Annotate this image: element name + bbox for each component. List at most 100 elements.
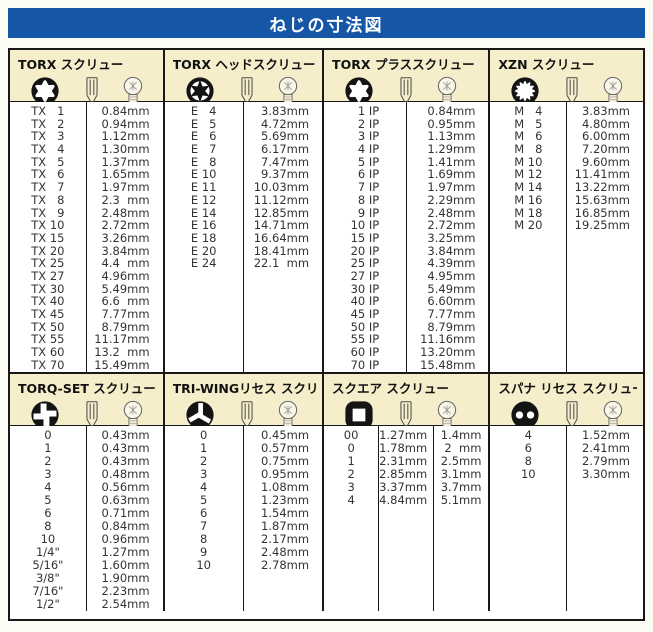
size-cell: E 5 xyxy=(190,116,217,131)
value-cell: 10.03mm xyxy=(253,180,310,195)
panel-header: TORX スクリュー xyxy=(10,50,163,106)
size-cell: 8 xyxy=(44,519,52,533)
size-cell: 2 xyxy=(44,454,52,468)
size-cell: E 18 xyxy=(190,230,217,245)
panel-body: 4 6 8 10 1.52mm 2.41mm 2.79mm 3.30mm xyxy=(490,426,643,611)
value-cell: 1.90mm xyxy=(101,571,150,585)
panel-title: TRI-WINGリセス スクリュー xyxy=(172,381,317,396)
size-cell: 1 xyxy=(44,441,52,455)
size-cell: 40 IP xyxy=(350,294,380,309)
value-cell: 18.41mm xyxy=(253,243,310,258)
value-cell: 3.84mm xyxy=(101,243,150,258)
value-cell: 0.96mm xyxy=(101,532,150,546)
size-cell: E 20 xyxy=(190,243,217,258)
screw-head-icon xyxy=(277,76,299,106)
value-cell: 5.49mm xyxy=(427,281,476,296)
size-cell: 4 xyxy=(347,493,355,507)
value-cell: 4.39mm xyxy=(427,256,476,271)
size-column: 4 6 8 10 xyxy=(490,426,566,611)
value-cell: 3.26mm xyxy=(101,230,150,245)
value-cell: 6.00mm xyxy=(581,129,630,144)
value-column: 1.52mm 2.41mm 2.79mm 3.30mm xyxy=(566,426,643,611)
panel-header: TORX プラススクリュー xyxy=(324,50,489,106)
size-cell: E 6 xyxy=(190,129,217,144)
value-cell: 13.20mm xyxy=(420,345,476,360)
xzn-icon xyxy=(508,74,542,108)
size-cell: TX 7 xyxy=(31,180,65,195)
value-cell: 5.49mm xyxy=(101,281,150,296)
size-cell: 3 xyxy=(200,467,208,481)
value-cell: 1.52mm xyxy=(581,428,630,442)
size-cell: 10 xyxy=(520,467,536,481)
size-cell: 4 IP xyxy=(350,142,380,157)
panel-torq-set-screw: TORQ-SET スクリュー 0 1 2 3 4 5 6 8 10 1/4" 5/16" 3/8" 7/… xyxy=(10,374,163,611)
value-cell: 1.37mm xyxy=(101,154,150,169)
value-cell: 0.43mm xyxy=(101,428,150,442)
value-cell: 7.47mm xyxy=(261,154,310,169)
value-cell: 9.60mm xyxy=(581,154,630,169)
value-cell: 3.83mm xyxy=(261,104,310,118)
panel-header: TRI-WINGリセス スクリュー xyxy=(164,374,323,430)
value-cell: 2.3 mm xyxy=(101,192,150,207)
size-cell: TX 15 xyxy=(31,230,65,245)
size-cell: M 16 xyxy=(514,192,543,207)
value-cell: 2.72mm xyxy=(101,218,150,233)
panel-icons xyxy=(173,398,316,432)
value-cell: 6.6 mm xyxy=(101,294,150,309)
size-cell: E 8 xyxy=(190,154,217,169)
square-icon xyxy=(342,398,376,432)
panel-icons xyxy=(332,398,482,432)
size-cell: M 8 xyxy=(514,142,543,157)
value-cell: 6.17mm xyxy=(261,142,310,157)
size-column: 0 1 2 3 4 5 6 7 8 9 10 xyxy=(165,426,243,611)
tri-wing-icon xyxy=(183,398,217,432)
value-cell: 13.22mm xyxy=(574,180,630,195)
screw-head-icon xyxy=(436,76,458,106)
size-cell: 50 IP xyxy=(350,319,380,334)
screw-head-icon xyxy=(436,400,458,430)
size-cell: TX 55 xyxy=(31,332,65,347)
value-cell: 4.84mm xyxy=(379,493,428,507)
size-cell: 60 IP xyxy=(350,345,380,360)
value-cell: 7.77mm xyxy=(427,307,476,321)
value-cell: 2.78mm xyxy=(261,558,310,572)
size-cell: E 16 xyxy=(190,218,217,233)
size-cell: E 24 xyxy=(190,256,217,271)
value-cell: 1.29mm xyxy=(427,142,476,157)
size-column: 1 IP 2 IP 3 IP 4 IP 5 IP 6 IP 7 IP 8 IP … xyxy=(324,102,406,372)
size-cell: 1 xyxy=(347,454,355,468)
size-cell: E 11 xyxy=(190,180,217,195)
value-cell: 0.94mm xyxy=(101,116,150,131)
size-cell: TX 70 xyxy=(31,357,65,372)
value-cell: 2.48mm xyxy=(427,205,476,220)
size-cell: TX 20 xyxy=(31,243,65,258)
size-cell: 8 xyxy=(524,454,532,468)
value-cell: 0.45mm xyxy=(261,428,310,442)
value-column: 3.83mm 4.72mm 5.69mm 6.17mm 7.47mm 9.37mm 10.0… xyxy=(242,102,322,372)
value-cell: 1.12mm xyxy=(101,129,150,144)
value-cell: 2.17mm xyxy=(261,532,310,546)
size-cell: TX 6 xyxy=(31,167,65,182)
panel-icons xyxy=(332,74,482,108)
size-cell: 70 IP xyxy=(350,357,380,372)
value-cell: 0.57mm xyxy=(261,441,310,455)
value-column: 0.43mm 0.43mm 0.43mm 0.48mm 0.56mm 0.63mm 0.71… xyxy=(85,426,163,611)
section-bottom: TORQ-SET スクリュー 0 1 2 3 4 5 6 8 10 1/4" 5/16" 3/8" 7/… xyxy=(10,374,643,611)
panel-title: スクエア スクリュー xyxy=(332,381,449,396)
value-column: 0.45mm 0.57mm 0.75mm 0.95mm 1.08mm 1.23mm 1.54… xyxy=(242,426,322,611)
size-cell: 27 IP xyxy=(350,268,380,283)
value-cell: 3.1mm xyxy=(440,467,482,481)
value-cell: 2.85mm xyxy=(379,467,428,481)
size-cell: 5 xyxy=(200,493,208,507)
panel-icons xyxy=(18,398,157,432)
torq-set-icon xyxy=(28,398,62,432)
value-cell: 4.96mm xyxy=(101,268,150,283)
size-cell: TX 45 xyxy=(31,307,65,321)
value-cell: 12.85mm xyxy=(253,205,310,220)
size-cell: 5 IP xyxy=(350,154,380,169)
page-title-bar: ねじの寸法図 xyxy=(8,8,645,38)
